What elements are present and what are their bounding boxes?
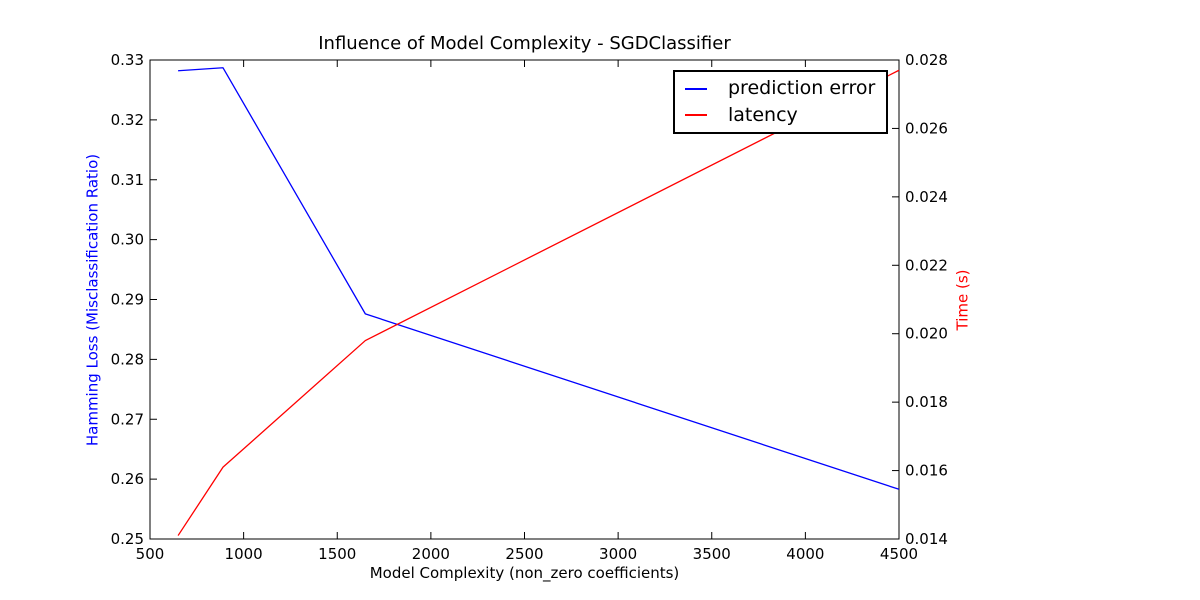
y-right-tick-label: 0.024 xyxy=(905,188,948,206)
y-left-tick-label: 0.27 xyxy=(111,410,144,428)
y-right-tick-label: 0.020 xyxy=(905,325,948,343)
y-right-tick-label: 0.018 xyxy=(905,393,948,411)
x-tick-label: 3000 xyxy=(599,545,637,563)
y-left-tick-label: 0.33 xyxy=(111,51,144,69)
y-left-tick-label: 0.32 xyxy=(111,111,144,129)
x-tick-label: 2000 xyxy=(412,545,450,563)
y-right-tick-label: 0.014 xyxy=(905,530,948,548)
legend-label-latency: latency xyxy=(728,103,798,126)
x-tick-label: 4500 xyxy=(880,545,918,563)
x-tick-label: 1000 xyxy=(225,545,263,563)
y-right-tick-label: 0.016 xyxy=(905,462,948,480)
legend-label-prediction-error: prediction error xyxy=(728,77,876,100)
y-left-tick-label: 0.28 xyxy=(111,350,144,368)
x-tick-label: 500 xyxy=(136,545,165,563)
y-left-tick-label: 0.26 xyxy=(111,470,144,488)
series-line-latency xyxy=(177,69,900,536)
chart-title: Influence of Model Complexity - SGDClass… xyxy=(318,33,731,54)
x-tick-label: 3500 xyxy=(693,545,731,563)
y-left-tick-label: 0.29 xyxy=(111,291,144,309)
y-left-tick-label: 0.25 xyxy=(111,530,144,548)
y-left-tick-label: 0.31 xyxy=(111,171,144,189)
y-axis-label-right: Time (s) xyxy=(953,269,972,331)
legend: prediction error latency xyxy=(673,70,888,134)
y-left-tick-label: 0.30 xyxy=(111,231,144,249)
x-tick-label: 1500 xyxy=(318,545,356,563)
legend-item-prediction-error: prediction error xyxy=(685,79,886,98)
legend-line-sample-latency xyxy=(685,114,707,117)
x-tick-label: 4000 xyxy=(786,545,824,563)
y-right-tick-label: 0.022 xyxy=(905,256,948,274)
legend-line-sample-prediction-error xyxy=(685,87,707,90)
x-axis-label: Model Complexity (non_zero coefficients) xyxy=(369,564,680,582)
y-axis-label-left: Hamming Loss (Misclassification Ratio) xyxy=(83,153,102,447)
y-right-tick-label: 0.026 xyxy=(905,119,948,137)
legend-item-latency: latency xyxy=(685,103,886,126)
y-right-tick-label: 0.028 xyxy=(905,51,948,69)
x-tick-label: 2500 xyxy=(505,545,543,563)
series-line-prediction-error xyxy=(178,67,900,490)
